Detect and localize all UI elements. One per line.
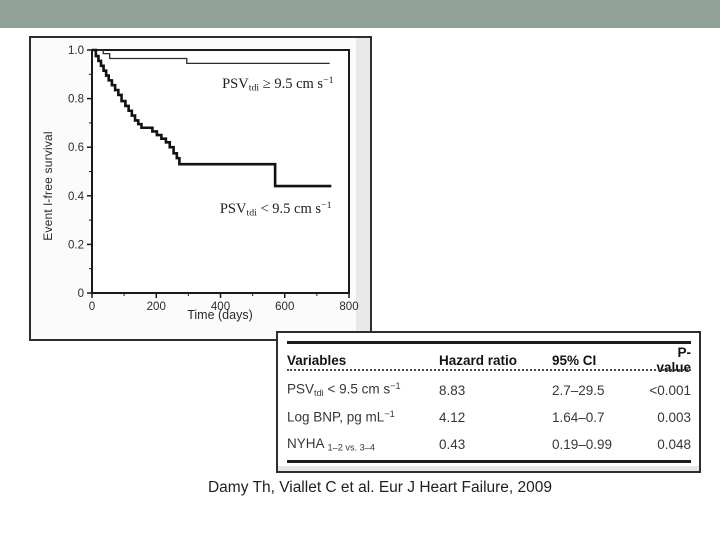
hazard-ratio-cell: 0.43	[439, 436, 466, 452]
y-tick-label: 0	[78, 288, 84, 300]
slide-header-bar	[0, 0, 720, 28]
survival-curve	[92, 48, 332, 188]
x-axis-label: Time (days)	[187, 308, 253, 322]
text-sup: −1	[321, 200, 332, 212]
survival-curve-figure: 1.0 0.8 0.6 0.4 0.2 0 0 200 400 600 800 Event l-fr…	[29, 36, 372, 341]
col-header-variables: Variables	[287, 352, 347, 368]
curve-label: PSVtdi < 9.5 cm s−1	[220, 200, 332, 219]
variable-cell: Log BNP, pg mL−1	[287, 409, 439, 425]
table-row: NYHA 1–2 vs. 3–4 0.43 0.19–0.99 0.048	[287, 431, 691, 457]
table-row: Log BNP, pg mL−1 4.12 1.64–0.7 0.003	[287, 404, 691, 430]
y-tick-label: 0.2	[68, 239, 84, 251]
figure-scan-edge	[278, 466, 699, 471]
table-header-row: Variables Hazard ratio 95% CI P-value	[287, 345, 691, 375]
x-tick-label: 800	[339, 301, 358, 313]
ci-cell: 0.19–0.99	[552, 436, 613, 452]
text-sup: −1	[390, 381, 401, 392]
y-tick-label: 0.4	[68, 191, 85, 203]
text-run: PSV	[219, 201, 247, 218]
text-run: < 9.5 cm s	[323, 382, 391, 397]
col-header-hazard-ratio: Hazard ratio	[439, 352, 518, 368]
table-header-rule	[287, 369, 691, 371]
y-tick-label: 0.8	[68, 94, 84, 106]
text-sub: 1–2 vs. 3–4	[327, 442, 375, 453]
text-sup: −1	[384, 409, 395, 420]
variable-cell: NYHA 1–2 vs. 3–4	[287, 436, 439, 453]
text-sup: −1	[323, 74, 334, 86]
hazard-ratio-cell: 8.83	[439, 382, 466, 398]
ci-cell: 1.64–0.7	[552, 409, 605, 425]
text-run: Log BNP, pg mL	[287, 409, 385, 425]
x-tick-label: 200	[147, 301, 166, 313]
text-sub: tdi	[314, 388, 324, 399]
text-sub: tdi	[248, 82, 260, 94]
text-run: < 9.5 cm s	[256, 201, 322, 218]
citation-text: Damy Th, Viallet C et al. Eur J Heart Fa…	[207, 479, 553, 496]
y-axis-label: Event l-free survival	[41, 131, 55, 241]
figure-scan-edge	[356, 38, 370, 339]
plot-box	[91, 49, 350, 294]
ci-cell: 2.7–29.5	[552, 382, 605, 398]
y-tick-label: 0.6	[68, 142, 84, 154]
survival-curve	[92, 49, 330, 65]
table-top-rule	[287, 341, 691, 344]
p-value-cell: 0.048	[657, 436, 691, 452]
hazard-ratio-table-figure: Variables Hazard ratio 95% CI P-value PS…	[276, 331, 701, 473]
col-header-p-value: P-value	[656, 345, 691, 375]
text-sub: tdi	[246, 207, 257, 219]
x-tick-label: 600	[275, 301, 294, 313]
text-run: NYHA	[287, 435, 328, 451]
y-tick-label: 1.0	[68, 45, 84, 57]
text-run: PSV	[287, 382, 315, 397]
table-bottom-rule	[287, 460, 691, 463]
text-run: PSV	[222, 75, 249, 92]
x-tick-label: 400	[211, 301, 230, 313]
p-value-cell: 0.003	[657, 409, 691, 425]
curve-label: PSVtdi ≥ 9.5 cm s−1	[222, 75, 333, 94]
kaplan-meier-chart: 1.0 0.8 0.6 0.4 0.2 00 200 400 600 800	[68, 45, 359, 313]
variable-cell: PSVtdi < 9.5 cm s−1	[287, 381, 439, 398]
hazard-ratio-cell: 4.12	[439, 409, 466, 425]
text-run: ≥ 9.5 cm s	[259, 75, 324, 92]
x-tick-label: 0	[89, 301, 95, 313]
p-value-cell: <0.001	[649, 382, 691, 398]
table-row: PSVtdi < 9.5 cm s−1 8.83 2.7–29.5 <0.001	[287, 377, 691, 403]
col-header-ci: 95% CI	[552, 352, 597, 368]
